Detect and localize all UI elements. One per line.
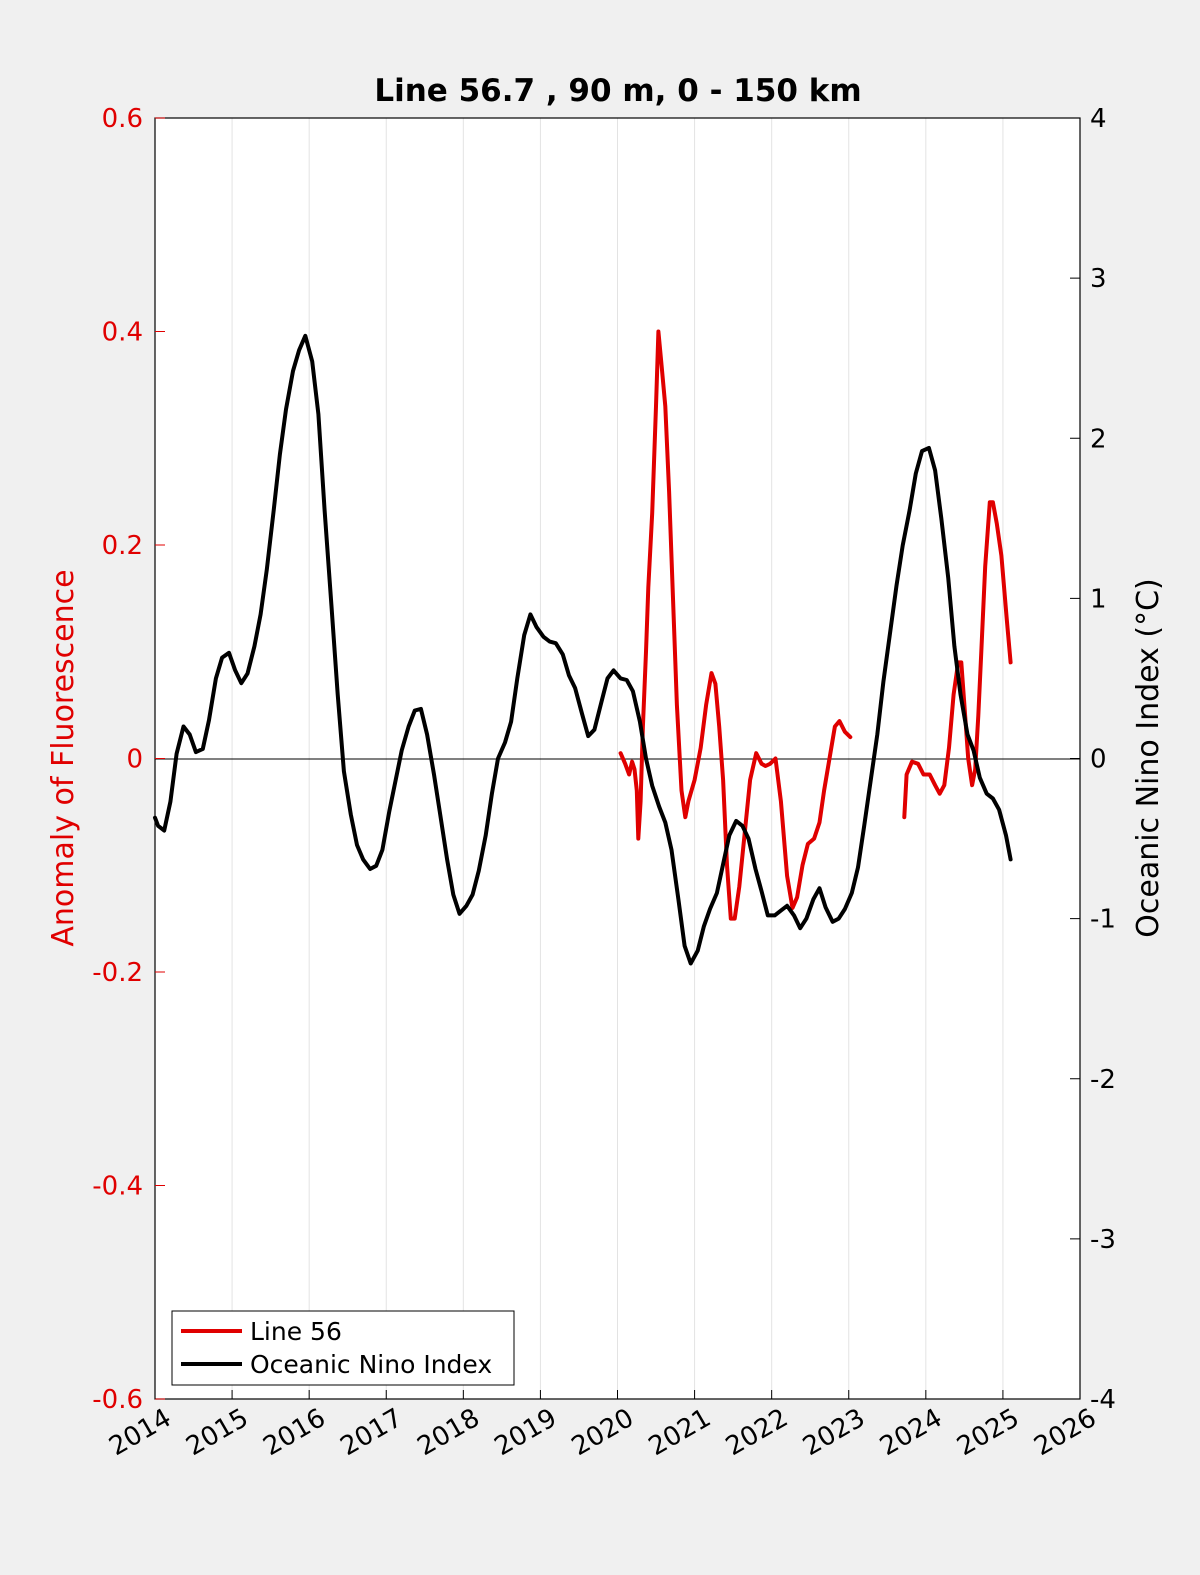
x-tick-label: 2025 xyxy=(952,1403,1024,1462)
x-tick-label: 2018 xyxy=(413,1403,485,1462)
x-tick-label: 2020 xyxy=(567,1403,639,1462)
right-y-tick-label: 1 xyxy=(1090,584,1107,614)
x-tick-label: 2016 xyxy=(258,1403,330,1462)
legend-box xyxy=(171,1310,515,1386)
oni-series-line xyxy=(153,333,1013,966)
legend-label-line56: Line 56 xyxy=(250,1317,342,1346)
x-tick-label: 2022 xyxy=(721,1403,793,1462)
x-tick-label: 2015 xyxy=(181,1403,253,1462)
series-layer xyxy=(153,329,1013,966)
line56-series-line xyxy=(618,329,853,921)
chart-title: Line 56.7 , 90 m, 0 - 150 km xyxy=(374,73,861,109)
left-y-tick-label: 0.2 xyxy=(102,531,143,561)
right-y-tick-label: 0 xyxy=(1090,745,1107,775)
x-tick-label: 2024 xyxy=(875,1403,947,1462)
right-y-axis: 4 3 2 1 0 -1 -2 -3 -4 xyxy=(1070,104,1116,1415)
x-tick-label: 2019 xyxy=(490,1403,562,1462)
right-y-tick-label: -4 xyxy=(1090,1385,1116,1415)
legend: Line 56 Oceanic Nino Index xyxy=(171,1310,515,1386)
x-tick-label: 2021 xyxy=(644,1403,716,1462)
left-y-tick-label: -0.6 xyxy=(92,1385,143,1415)
legend-label-oni: Oceanic Nino Index xyxy=(250,1350,492,1379)
left-y-tick-label: 0 xyxy=(126,745,143,775)
left-y-tick-label: 0.4 xyxy=(102,318,143,348)
right-y-tick-label: -3 xyxy=(1090,1225,1116,1255)
line56-series-line xyxy=(902,500,1013,820)
left-y-tick-label: 0.6 xyxy=(102,104,143,134)
right-y-axis-label: Oceanic Nino Index (°C) xyxy=(1131,578,1166,938)
right-y-tick-label: 2 xyxy=(1090,424,1107,454)
left-y-tick-label: -0.4 xyxy=(92,1172,143,1202)
left-y-axis-label: Anomaly of Fluorescence xyxy=(46,569,81,946)
right-y-tick-label: -2 xyxy=(1090,1065,1116,1095)
left-y-tick-label: -0.2 xyxy=(92,958,143,988)
x-tick-label: 2026 xyxy=(1029,1403,1101,1462)
right-y-tick-label: -1 xyxy=(1090,905,1116,935)
right-y-tick-label: 4 xyxy=(1090,104,1107,134)
left-y-axis: 0.6 0.4 0.2 0 -0.2 -0.4 -0.6 xyxy=(92,104,165,1415)
x-tick-label: 2017 xyxy=(335,1403,407,1462)
x-tick-label: 2023 xyxy=(798,1403,870,1462)
right-y-tick-label: 3 xyxy=(1090,264,1107,294)
x-axis: 2014 2015 2016 2017 2018 2019 2020 2021 2022 2023… xyxy=(104,1390,1102,1462)
